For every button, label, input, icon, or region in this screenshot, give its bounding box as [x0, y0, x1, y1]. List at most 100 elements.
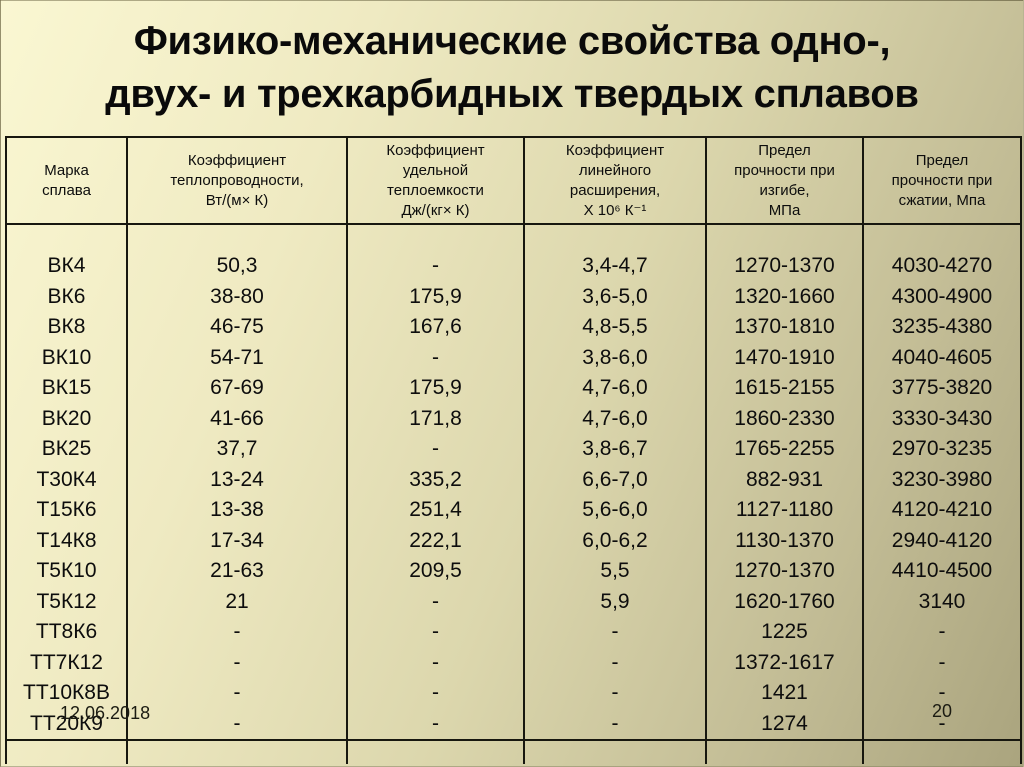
value-cell: 3,6-5,0: [523, 281, 707, 312]
value-cell: -: [126, 678, 348, 709]
value-cell: 222,1: [346, 525, 525, 556]
value-cell: 5,9: [523, 586, 707, 617]
value-cell: 5,6-6,0: [523, 495, 707, 526]
empty-cell: [346, 739, 525, 764]
value-cell: 171,8: [346, 403, 525, 434]
table-header-row: Марка сплава Коэффициент теплопроводности…: [5, 136, 1022, 225]
alloy-grade-cell: ВК10: [5, 342, 128, 373]
alloy-grade-cell: ТТ7К12: [5, 647, 128, 678]
value-cell: 1270-1370: [705, 556, 864, 587]
empty-cell: [5, 739, 128, 764]
value-cell: 1765-2255: [705, 434, 864, 465]
alloy-grade-cell: ВК25: [5, 434, 128, 465]
value-cell: 1620-1760: [705, 586, 864, 617]
value-cell: 3775-3820: [862, 373, 1022, 404]
value-cell: -: [346, 647, 525, 678]
table-row: ТТ7К12- - -1372-1617-: [5, 647, 1022, 678]
value-cell: 3330-3430: [862, 403, 1022, 434]
value-cell: 54-71: [126, 342, 348, 373]
value-cell: 1130-1370: [705, 525, 864, 556]
table-header-cell: Коэффициент удельной теплоемкости Дж/(кг…: [346, 136, 525, 225]
alloy-grade-cell: ВК8: [5, 312, 128, 343]
empty-cell: [126, 739, 348, 764]
value-cell: 1421: [705, 678, 864, 709]
table-body: ВК4 50,3-3,4-4,7 1270-1370 4030-4270 ВК6 38-8…: [5, 224, 1022, 740]
alloy-grade-cell: ТТ10К8В: [5, 678, 128, 709]
alloy-grade-cell: Т15К6: [5, 495, 128, 526]
table-row: ВК15 67-69 175,9 4,7-6,0 1615-2155 3775-3820: [5, 373, 1022, 404]
empty-cell: [862, 224, 1022, 251]
alloy-grade-cell: Т14К8: [5, 525, 128, 556]
value-cell: 38-80: [126, 281, 348, 312]
table-row: ВК25 37,7-3,8-6,7 1765-2255 2970-3235: [5, 434, 1022, 465]
value-cell: -: [862, 647, 1022, 678]
value-cell: 1372-1617: [705, 647, 864, 678]
value-cell: 46-75: [126, 312, 348, 343]
table-header-cell: Марка сплава: [5, 136, 128, 225]
value-cell: -: [346, 586, 525, 617]
table-row: ТТ10К8В - - -1421-: [5, 678, 1022, 709]
value-cell: 882-931: [705, 464, 864, 495]
table-row: ТТ20К9- - -1274-: [5, 708, 1022, 740]
value-cell: 4,7-6,0: [523, 403, 707, 434]
slide-title: Физико-механические свойства одно-, двух…: [105, 19, 919, 116]
value-cell: 13-24: [126, 464, 348, 495]
value-cell: 1860-2330: [705, 403, 864, 434]
empty-cell: [705, 739, 864, 764]
properties-table: Марка сплава Коэффициент теплопроводности…: [5, 136, 1022, 764]
value-cell: 251,4: [346, 495, 525, 526]
value-cell: -: [346, 342, 525, 373]
value-cell: 175,9: [346, 373, 525, 404]
value-cell: 67-69: [126, 373, 348, 404]
page-number: 20: [932, 701, 953, 721]
date-stamp: 12.06.2018: [60, 703, 151, 723]
value-cell: 3235-4380: [862, 312, 1022, 343]
value-cell: -: [346, 708, 525, 740]
value-cell: -: [126, 708, 348, 740]
value-cell: 6,0-6,2: [523, 525, 707, 556]
value-cell: 50,3: [126, 251, 348, 282]
alloy-grade-cell: Т5К10: [5, 556, 128, 587]
value-cell: -: [346, 434, 525, 465]
alloy-grade-cell: ВК6: [5, 281, 128, 312]
value-cell: -: [523, 617, 707, 648]
value-cell: 1270-1370: [705, 251, 864, 282]
value-cell: 4300-4900: [862, 281, 1022, 312]
table-header-cell: Предел прочности при сжатии, Мпа: [862, 136, 1022, 225]
table-header-cell: Коэффициент теплопроводности, Вт/(м× К): [126, 136, 348, 225]
empty-cell: [346, 224, 525, 251]
value-cell: 335,2: [346, 464, 525, 495]
value-cell: 37,7: [126, 434, 348, 465]
table-row: Т30К4 13-24 335,2 6,6-7,0 882-931 3230-3980: [5, 464, 1022, 495]
value-cell: 4410-4500: [862, 556, 1022, 587]
value-cell: 17-34: [126, 525, 348, 556]
table-row: ВК6 38-80 175,9 3,6-5,0 1320-1660 4300-4900: [5, 281, 1022, 312]
table-row: Т15К6 13-38 251,4 5,6-6,0 1127-1180 4120-4210: [5, 495, 1022, 526]
empty-cell: [126, 224, 348, 251]
value-cell: 4030-4270: [862, 251, 1022, 282]
value-cell: 3230-3980: [862, 464, 1022, 495]
value-cell: -: [346, 617, 525, 648]
empty-cell: [523, 739, 707, 764]
value-cell: 5,5: [523, 556, 707, 587]
value-cell: 1470-1910: [705, 342, 864, 373]
alloy-grade-cell: ТТ20К9: [5, 708, 128, 740]
table-row: Т5К10 21-63 209,5 5,5 1270-1370 4410-4500: [5, 556, 1022, 587]
alloy-grade-cell: Т30К4: [5, 464, 128, 495]
value-cell: 209,5: [346, 556, 525, 587]
value-cell: 1615-2155: [705, 373, 864, 404]
empty-cell: [862, 739, 1022, 764]
value-cell: -: [523, 647, 707, 678]
value-cell: -: [126, 617, 348, 648]
value-cell: 4,7-6,0: [523, 373, 707, 404]
value-cell: 1225: [705, 617, 864, 648]
value-cell: 21: [126, 586, 348, 617]
table-row: ВК4 50,3-3,4-4,7 1270-1370 4030-4270: [5, 251, 1022, 282]
empty-cell: [523, 224, 707, 251]
table-filler-row: [5, 739, 1022, 764]
table-row: ВК10 54-71-3,8-6,0 1470-1910 4040-4605: [5, 342, 1022, 373]
value-cell: 4,8-5,5: [523, 312, 707, 343]
value-cell: -: [346, 678, 525, 709]
value-cell: 175,9: [346, 281, 525, 312]
